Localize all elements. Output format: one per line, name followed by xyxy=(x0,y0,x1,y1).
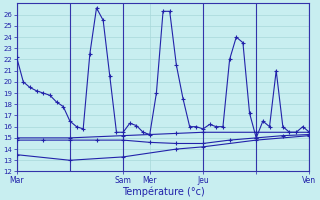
X-axis label: Température (°c): Température (°c) xyxy=(122,186,204,197)
